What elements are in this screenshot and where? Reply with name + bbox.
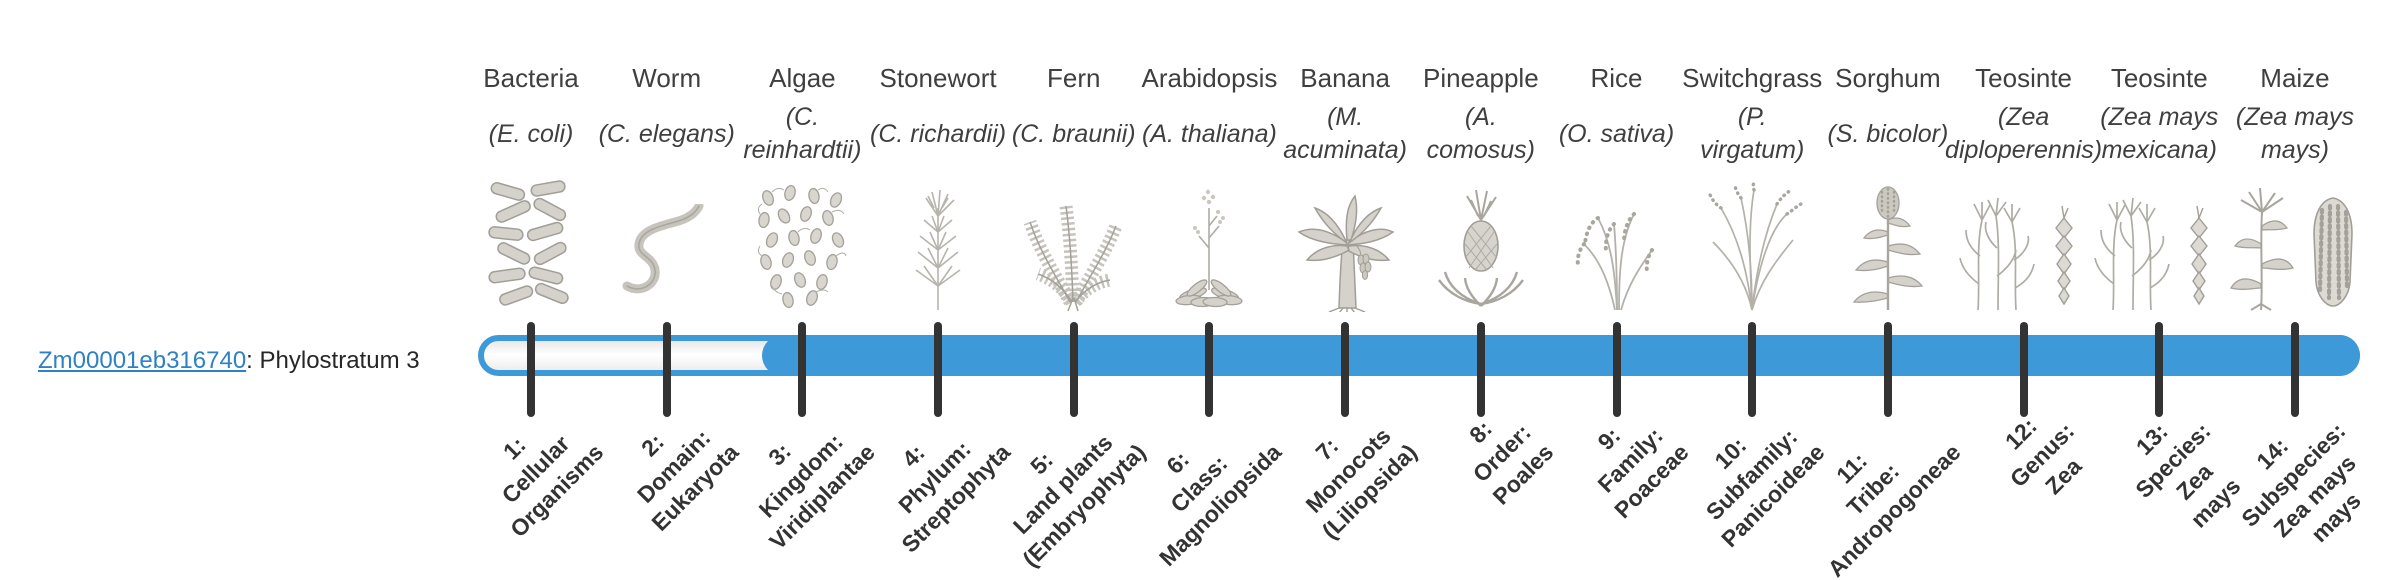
organism-latin-name: (Zea mays mays) bbox=[2235, 103, 2355, 164]
organism-column: Teosinte (Zea diploperennis) bbox=[1939, 62, 2109, 312]
gene-phylostratum-text: : Phylostratum 3 bbox=[246, 347, 420, 374]
switchgrass-icon bbox=[1667, 170, 1837, 312]
phylostratum-tick bbox=[1612, 322, 1621, 417]
organism-name: Teosinte bbox=[1975, 63, 2072, 93]
phylostratum-tick bbox=[934, 322, 943, 417]
organism-column: Switchgrass (P. virgatum) bbox=[1667, 62, 1837, 312]
organism-latin-name: (A. comosus) bbox=[1426, 103, 1536, 164]
phylostratum-tick bbox=[662, 322, 671, 417]
phylostratum-tick bbox=[1883, 322, 1892, 417]
phylostratum-axis-label: 1: Cellular Organisms bbox=[496, 430, 609, 543]
algae-icon bbox=[717, 170, 887, 312]
pineapple-icon bbox=[1396, 170, 1566, 312]
organism-column: Maize (Zea mays mays) bbox=[2210, 62, 2380, 312]
organism-name: Sorghum bbox=[1835, 63, 1941, 93]
organism-column: Algae (C. reinhardtii) bbox=[717, 62, 887, 312]
phylostratum-axis-label: 8: Order: Poales bbox=[1463, 415, 1559, 510]
organism-latin-name: (O. sativa) bbox=[1558, 119, 1675, 148]
phylostratum-axis-label: 2: Domain: Eukaryota bbox=[632, 424, 744, 536]
organism-latin-name: (C. braunii) bbox=[1011, 119, 1136, 148]
teosinte-icon bbox=[1939, 170, 2109, 312]
phylostratum-tick bbox=[1205, 322, 1214, 417]
phylostratum-tick bbox=[527, 322, 535, 417]
phylostratum-axis-label: 7: Monocots (Liliopsida) bbox=[1300, 422, 1423, 544]
banana-icon bbox=[1260, 170, 1430, 312]
organism-column: Banana (M. acuminata) bbox=[1260, 62, 1430, 312]
organism-latin-name: (C. richardii) bbox=[870, 119, 1007, 148]
phylostratum-axis-label: 11: Tribe: Andropogoneae bbox=[1822, 438, 1966, 580]
organism-name: Arabidopsis bbox=[1141, 63, 1278, 93]
organism-latin-name: (M. acuminata) bbox=[1283, 103, 1407, 164]
organism-name: Teosinte bbox=[2110, 63, 2208, 93]
organism-column: Pineapple (A. comosus) bbox=[1396, 62, 1566, 312]
teosinte-icon bbox=[2074, 170, 2244, 312]
phylostratum-axis-label: 3: Kingdom: Viridiplantae bbox=[753, 428, 880, 555]
organism-latin-name: (Zea diploperennis) bbox=[1945, 103, 2103, 164]
organism-name: Maize bbox=[2260, 63, 2330, 93]
organism-latin-name: (C. reinhardtii) bbox=[743, 103, 862, 164]
organism-latin-name: (A. thaliana) bbox=[1142, 119, 1277, 148]
sorghum-icon bbox=[1803, 170, 1973, 312]
organism-latin-name: (P. virgatum) bbox=[1700, 103, 1805, 164]
organism-name: Worm bbox=[632, 63, 702, 93]
phylostratum-tick bbox=[1069, 322, 1078, 417]
phylostratum-axis-label: 12: Genus: Zea bbox=[2000, 412, 2087, 500]
worm-icon bbox=[582, 170, 752, 312]
phylostratum-tick bbox=[798, 322, 807, 417]
organism-column: Arabidopsis (A. thaliana) bbox=[1124, 62, 1294, 312]
phylostratum-axis-label: 4: Phylum: Streptophyta bbox=[893, 435, 1016, 558]
phylostratum-bar-fill bbox=[762, 335, 2360, 376]
phylostratum-tick bbox=[1341, 322, 1350, 417]
phylostratum-tick bbox=[2155, 322, 2164, 417]
organism-column: Fern (C. braunii) bbox=[989, 62, 1159, 312]
organism-name: Algae bbox=[769, 63, 836, 93]
phylostratum-axis-label: 14: Subspecies: Zea mays mays bbox=[2236, 417, 2367, 548]
stonewort-icon bbox=[853, 170, 1023, 312]
organism-column: Sorghum (S. bicolor) bbox=[1803, 62, 1973, 312]
bacteria-icon bbox=[446, 170, 616, 312]
phylostratum-tick bbox=[2290, 322, 2299, 417]
organism-latin-name: (S. bicolor) bbox=[1827, 119, 1949, 148]
organism-name: Switchgrass bbox=[1682, 63, 1823, 93]
phylostratum-axis-label: 5: Land plants (Embryophyta) bbox=[1008, 429, 1151, 572]
organism-name: Stonewort bbox=[879, 63, 997, 93]
phylostratum-tick bbox=[1748, 322, 1757, 417]
organism-name: Fern bbox=[1047, 63, 1101, 93]
phylostratum-axis-label: 9: Family: Poaceae bbox=[1592, 422, 1694, 524]
organism-name: Rice bbox=[1590, 63, 1643, 93]
organism-latin-name: (C. elegans) bbox=[598, 119, 735, 148]
organism-latin-name: (Zea mays mexicana) bbox=[2100, 103, 2219, 164]
fern-icon bbox=[989, 170, 1159, 312]
organism-name: Pineapple bbox=[1423, 63, 1539, 93]
organism-name: Banana bbox=[1300, 63, 1390, 93]
organism-column: Bacteria (E. coli) bbox=[446, 62, 616, 312]
rice-icon bbox=[1532, 170, 1702, 312]
gene-link[interactable]: Zm00001eb316740 bbox=[38, 347, 247, 374]
organism-column: Stonewort (C. richardii) bbox=[853, 62, 1023, 312]
gene-label: Zm00001eb316740: Phylostratum 3 bbox=[38, 347, 420, 375]
organism-column: Worm (C. elegans) bbox=[582, 62, 752, 312]
organism-column: Teosinte (Zea mays mexicana) bbox=[2074, 62, 2244, 312]
maize-icon bbox=[2210, 170, 2380, 312]
organism-column: Rice (O. sativa) bbox=[1532, 62, 1702, 312]
organism-latin-name: (E. coli) bbox=[488, 119, 574, 148]
phylostratum-tick bbox=[2019, 322, 2028, 417]
phylostratum-axis-label: 6: Class: Magnoliopsida bbox=[1154, 438, 1287, 572]
arabidopsis-icon bbox=[1124, 170, 1294, 312]
organism-name: Bacteria bbox=[483, 63, 579, 93]
phylostratum-tick bbox=[1476, 322, 1485, 417]
